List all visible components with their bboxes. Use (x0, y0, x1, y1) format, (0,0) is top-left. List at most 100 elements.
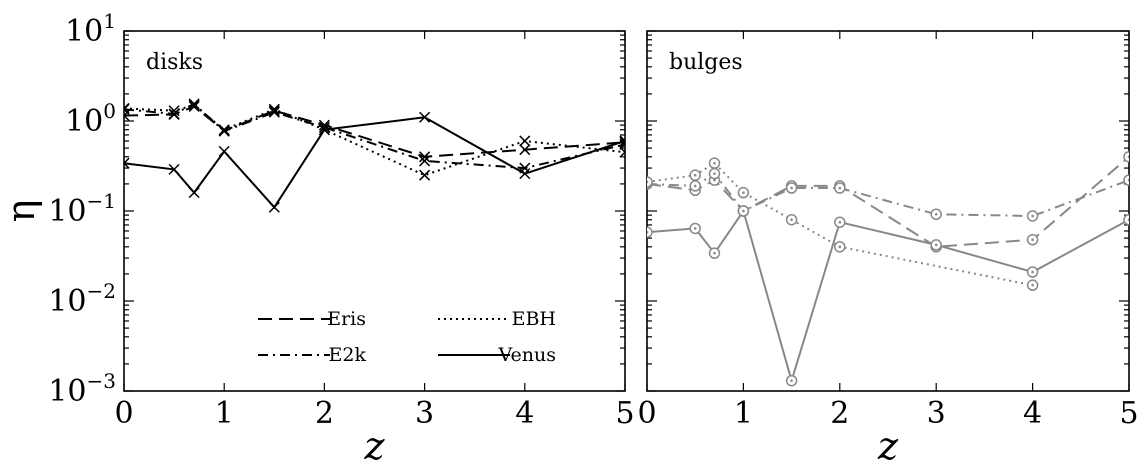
x-tick-label: 0 (114, 396, 133, 431)
plot-frame (646, 30, 1130, 392)
data-point (268, 103, 280, 115)
data-point (218, 125, 230, 137)
data-point (419, 111, 431, 123)
y-tick-label: 100 (65, 99, 116, 139)
data-point (930, 208, 942, 221)
data-point (689, 222, 701, 235)
data-point (1123, 151, 1129, 163)
data-point (619, 146, 625, 158)
legend-label-eris: Eris (327, 308, 366, 330)
data-point (188, 98, 200, 110)
data-point (1026, 279, 1039, 291)
x-tick-label: 1 (215, 396, 234, 431)
x-tick-label: 0 (637, 396, 656, 431)
data-point (930, 239, 942, 251)
y-tick-label: 10−1 (48, 189, 116, 229)
data-point (218, 145, 230, 157)
data-point (419, 155, 431, 167)
legend-label-e2k: E2k (329, 344, 367, 366)
series-line-venus (647, 208, 1129, 385)
data-point (419, 169, 431, 181)
bulges-panel: 0 1 2 3 4 5 z bulges (637, 30, 1139, 467)
data-point (689, 180, 701, 192)
x-tick-label: 4 (515, 396, 534, 431)
data-point (647, 176, 653, 188)
data-point (737, 205, 750, 217)
y-tick-base: 10 (48, 374, 86, 409)
data-point (619, 138, 625, 150)
data-point (188, 100, 200, 113)
series-line-venus (124, 116, 625, 209)
data-point (268, 201, 280, 213)
series-line-e2k (124, 102, 625, 170)
data-point (519, 168, 531, 180)
x-tick-label: 2 (315, 396, 334, 431)
data-point (188, 187, 200, 199)
data-point (785, 213, 798, 226)
data-point (785, 182, 798, 194)
x-axis-label: z (877, 424, 899, 467)
data-point (708, 167, 721, 180)
data-point (834, 216, 846, 228)
legend-label-venus: Venus (498, 344, 556, 366)
disks-panel: 0 1 2 3 4 510−310−210−1100101zηdisksErisE2kEB… (0, 9, 635, 467)
y-tick-base: 10 (48, 284, 86, 319)
data-point (1026, 233, 1039, 246)
legend-label-ebh: EBH (512, 308, 556, 330)
y-tick-base: 10 (65, 14, 103, 49)
data-point (168, 108, 180, 120)
y-tick-label: 101 (65, 9, 116, 49)
series-group (647, 151, 1129, 387)
y-tick-exponent: −2 (87, 279, 116, 303)
data-point (124, 102, 130, 114)
data-point (188, 99, 200, 111)
y-tick-exponent: −1 (87, 189, 116, 213)
data-point (619, 135, 625, 147)
data-point (318, 121, 330, 133)
data-point (218, 124, 230, 136)
data-point (708, 247, 721, 259)
data-point (1026, 210, 1039, 222)
legend: Eris E2k EBH Venus (258, 308, 556, 366)
data-point (168, 105, 180, 117)
x-axis-label: z (363, 424, 385, 467)
data-point (519, 135, 531, 147)
data-point (708, 157, 721, 169)
series-line-eris (647, 156, 1129, 248)
panel-label: bulges (669, 50, 743, 75)
x-tick-label: 1 (734, 396, 753, 431)
data-point (689, 169, 701, 181)
x-tick-label: 2 (830, 396, 849, 431)
data-point (1123, 174, 1129, 186)
data-point (519, 144, 531, 156)
y-tick-base: 10 (65, 104, 103, 139)
x-tick-label: 4 (1023, 396, 1042, 431)
series-group (124, 98, 625, 213)
data-point (1123, 213, 1129, 226)
x-tick-label: 3 (927, 396, 946, 431)
data-point (268, 106, 280, 118)
data-point (168, 163, 180, 175)
data-point (785, 374, 798, 387)
y-tick-label: 10−3 (48, 369, 116, 409)
data-point (834, 182, 846, 194)
data-point (834, 241, 846, 253)
data-point (124, 157, 130, 169)
panel-label: disks (146, 50, 203, 75)
y-tick-exponent: −3 (87, 369, 116, 393)
y-tick-base: 10 (48, 194, 86, 229)
data-point (619, 136, 625, 148)
plot-frame (123, 30, 626, 392)
x-tick-label: 5 (1119, 396, 1138, 431)
y-tick-exponent: 1 (103, 9, 116, 33)
x-tick-label: 3 (415, 396, 434, 431)
data-point (737, 186, 750, 199)
data-point (318, 124, 330, 136)
y-tick-exponent: 0 (103, 99, 116, 123)
y-tick-label: 10−2 (48, 279, 116, 319)
data-point (647, 226, 653, 239)
data-point (419, 151, 431, 163)
series-line-eris (124, 105, 625, 158)
x-tick-label: 5 (615, 396, 634, 431)
